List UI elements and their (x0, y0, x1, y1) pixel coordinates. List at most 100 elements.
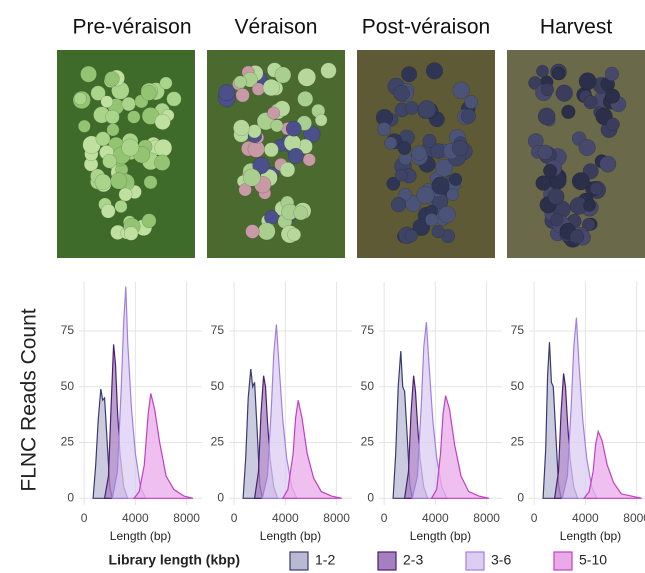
stage-title: Post-véraison (362, 16, 490, 39)
x-tick-label: 8000 (623, 511, 645, 525)
legend-label: 1-2 (315, 552, 335, 568)
photo-grape (460, 108, 476, 124)
photo-grape (251, 82, 265, 96)
photo-grape (452, 81, 470, 99)
legend-swatch (465, 551, 485, 571)
y-tick-label: 0 (367, 490, 374, 504)
x-tick-label: 8000 (473, 511, 500, 525)
photo-grape (536, 64, 549, 78)
y-tick-label: 25 (211, 435, 225, 449)
photo-grape (154, 113, 171, 130)
photo-grape (446, 188, 459, 202)
x-tick-label: 0 (531, 511, 538, 525)
photo-grape (464, 95, 479, 109)
photo-grape (154, 154, 171, 171)
photo-grape (166, 91, 182, 107)
photo-grape (550, 213, 564, 227)
photo-grape (80, 65, 97, 83)
photo-grape (100, 203, 116, 219)
y-tick-label: 50 (211, 379, 225, 393)
photo-grape (314, 113, 328, 127)
legend-swatch (377, 551, 397, 571)
photo-grape (384, 136, 398, 150)
photo-grape (297, 90, 314, 107)
photo-grape (394, 168, 408, 182)
photo-grape (285, 120, 302, 137)
photo-grape (235, 88, 250, 103)
y-tick-label: 50 (511, 379, 525, 393)
photo-grape (262, 79, 280, 97)
photo-grape (397, 141, 412, 155)
legend-title: Library length (kbp) (109, 552, 240, 568)
photo-grape (104, 71, 120, 87)
photo-grape (242, 168, 261, 187)
photo-grape (154, 139, 173, 157)
photo-grape (555, 84, 573, 102)
y-tick-label: 25 (511, 435, 525, 449)
photo-grape (377, 122, 392, 137)
photo-grape (535, 175, 551, 191)
x-axis-label: Length (bp) (260, 529, 321, 543)
photo-grape (159, 76, 173, 90)
photo-grape (247, 124, 262, 139)
photo-grape (267, 106, 281, 120)
x-tick-label: 0 (81, 511, 88, 525)
photo-grape (393, 85, 410, 102)
x-axis-label: Length (bp) (410, 529, 471, 543)
y-tick-label: 0 (67, 490, 74, 504)
photo-grape (73, 92, 87, 106)
photo-grape (238, 183, 252, 197)
photo-grape (417, 100, 437, 119)
legend-label: 5-10 (579, 552, 607, 568)
photo-grape (127, 110, 141, 124)
photo-grape (141, 213, 157, 229)
photo-grape (233, 75, 247, 89)
x-tick-label: 4000 (122, 511, 149, 525)
photo-grape (578, 72, 597, 91)
legend-label: 3-6 (491, 552, 511, 568)
density-area (132, 393, 194, 499)
photo-grape (424, 213, 439, 227)
x-tick-label: 0 (381, 511, 388, 525)
photo-grape (390, 196, 407, 213)
photo-grape (422, 133, 437, 148)
photo-grape (245, 224, 260, 239)
x-tick-label: 4000 (572, 511, 599, 525)
photo-grape (90, 85, 106, 101)
stage-title: Harvest (540, 16, 613, 39)
photo-grape (547, 188, 565, 205)
photo-grape (581, 217, 596, 232)
photo-grape (540, 82, 554, 97)
stage-title: Véraison (235, 16, 318, 39)
photo-grape (95, 131, 111, 147)
photo-grape (264, 210, 279, 225)
photo-grape (583, 198, 596, 212)
photo-grape (114, 199, 128, 213)
photo-grape (438, 205, 456, 224)
y-tick-label: 0 (217, 490, 224, 504)
y-tick-label: 75 (211, 323, 225, 337)
photo-grape (77, 119, 91, 133)
y-tick-label: 75 (361, 323, 375, 337)
x-tick-label: 4000 (422, 511, 449, 525)
photo-grape (569, 229, 585, 245)
photo-grape (121, 138, 140, 157)
photo-grape (411, 145, 427, 161)
photo-grape (297, 68, 317, 87)
photo-grape (606, 117, 620, 132)
photo-grape (143, 175, 158, 190)
y-tick-label: 50 (361, 379, 375, 393)
photo-grape (118, 187, 133, 202)
legend-swatch (289, 551, 309, 571)
legend-swatch (553, 551, 573, 571)
photo-grape (110, 172, 128, 190)
photo-grape (404, 101, 419, 115)
photo-grape (218, 84, 236, 102)
y-tick-label: 50 (61, 379, 75, 393)
photo-grape (604, 66, 620, 82)
photo-grape (599, 155, 617, 173)
density-area (582, 429, 642, 499)
photo-grape (449, 172, 463, 186)
photo-grape (551, 66, 566, 81)
